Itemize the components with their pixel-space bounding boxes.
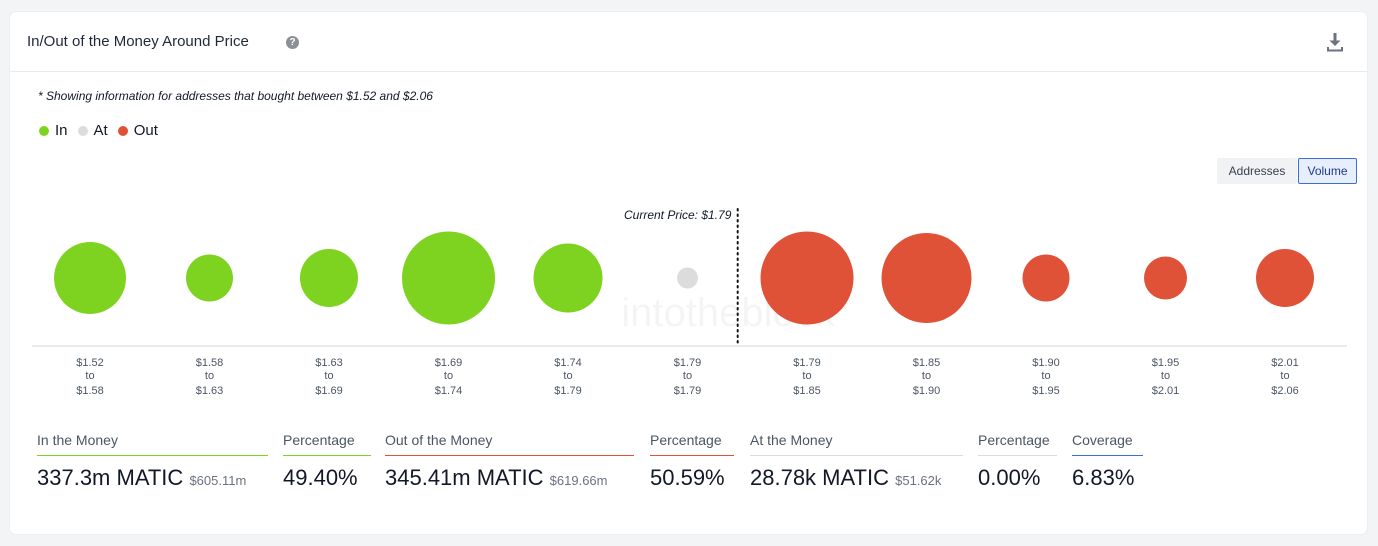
- stat-out-of-the-money-amount: 345.41m MATIC: [385, 465, 544, 490]
- stat-out-of-the-money-label: Out of the Money: [385, 432, 493, 448]
- legend-label-out: Out: [133, 122, 158, 139]
- tick-label-to-word: to: [683, 370, 692, 382]
- stat-out-of-the-money-value: 345.41m MATIC $619.66m: [385, 465, 634, 491]
- tick-label-from: $1.58: [196, 357, 224, 369]
- legend-label-at: At: [93, 122, 108, 139]
- tick-label-from: $1.79: [793, 357, 821, 369]
- tick-label-to-word: to: [802, 370, 811, 382]
- bubble-in: [533, 243, 603, 313]
- stat-out-percentage: Percentage 50.59%: [650, 432, 734, 491]
- stat-at-the-money-line: [750, 455, 963, 456]
- tick-label-from: $1.90: [1032, 357, 1060, 369]
- stat-at-the-money-usd: $51.62k: [895, 473, 942, 488]
- stat-in-the-money-label: In the Money: [37, 432, 118, 448]
- tick-label-to-word: to: [1161, 370, 1170, 382]
- stat-coverage-value: 6.83%: [1072, 465, 1135, 490]
- tick-label-to-word: to: [324, 370, 333, 382]
- tick-label-from: $1.79: [674, 357, 702, 369]
- stat-in-percentage-line: [283, 455, 371, 456]
- tick-label-to-word: to: [922, 370, 931, 382]
- bubble-in: [54, 242, 126, 314]
- bubble-chart: intotheblock$1.52to$1.58$1.58to$1.63$1.6…: [32, 208, 1347, 397]
- stat-in-the-money-amount: 337.3m MATIC: [37, 465, 184, 490]
- stat-out-percentage-label: Percentage: [650, 432, 722, 448]
- stat-coverage-line: [1072, 455, 1143, 456]
- help-icon[interactable]: ?: [286, 36, 299, 49]
- tick-label-to-word: to: [205, 370, 214, 382]
- tick-label-to: $1.69: [315, 385, 343, 397]
- stat-at-the-money-value: 28.78k MATIC $51.62k: [750, 465, 963, 491]
- tick-label-from: $1.95: [1152, 357, 1180, 369]
- bubble-in: [300, 249, 358, 307]
- legend-dot-out: [117, 125, 128, 136]
- current-price-label: Current Price: $1.79: [624, 208, 732, 222]
- stats-row: In the Money 337.3m MATIC $605.11m Perce…: [10, 432, 1367, 512]
- stat-in-percentage: Percentage 49.40%: [283, 432, 371, 491]
- bubble-at: [677, 267, 698, 289]
- tick-label-to: $2.06: [1271, 385, 1299, 397]
- tick-label-from: $1.52: [76, 357, 104, 369]
- stat-at-percentage-label: Percentage: [978, 432, 1050, 448]
- range-note: * Showing information for addresses that…: [38, 89, 433, 103]
- tick-label-from: $1.63: [315, 357, 343, 369]
- addresses-toggle[interactable]: Addresses: [1217, 158, 1297, 184]
- tick-label-to-word: to: [1041, 370, 1050, 382]
- volume-toggle[interactable]: Volume: [1298, 158, 1357, 184]
- stat-at-percentage: Percentage 0.00%: [978, 432, 1057, 491]
- stat-in-the-money-line: [37, 455, 268, 456]
- tick-label-from: $1.69: [435, 357, 463, 369]
- stat-in-the-money-value: 337.3m MATIC $605.11m: [37, 465, 268, 491]
- bubble-in: [402, 231, 495, 325]
- tick-label-from: $1.85: [913, 357, 941, 369]
- stat-at-the-money-label: At the Money: [750, 432, 833, 448]
- tick-label-to: $1.74: [435, 385, 463, 397]
- stat-at-percentage-value: 0.00%: [978, 465, 1041, 490]
- stat-out-percentage-value: 50.59%: [650, 465, 725, 490]
- stat-out-of-the-money-line: [385, 455, 634, 456]
- legend-item-in[interactable]: In: [39, 122, 68, 139]
- bubble-out: [1144, 256, 1187, 300]
- iotm-card: In/Out of the Money Around Price ? * Sho…: [10, 12, 1367, 534]
- stat-in-the-money-usd: $605.11m: [189, 473, 247, 488]
- stat-coverage-label: Coverage: [1072, 432, 1133, 448]
- download-icon[interactable]: [1325, 31, 1345, 53]
- card-header: In/Out of the Money Around Price ?: [10, 12, 1367, 72]
- card-title: In/Out of the Money Around Price: [27, 33, 249, 50]
- bubble-out: [760, 231, 854, 325]
- tick-label-to: $1.79: [674, 385, 702, 397]
- legend-label-in: In: [55, 122, 68, 139]
- stat-in-the-money: In the Money 337.3m MATIC $605.11m: [37, 432, 268, 491]
- legend: In At Out: [39, 122, 168, 139]
- stat-at-the-money: At the Money 28.78k MATIC $51.62k: [750, 432, 963, 491]
- tick-label-to: $2.01: [1152, 385, 1180, 397]
- legend-item-out[interactable]: Out: [117, 122, 158, 139]
- tick-label-from: $2.01: [1271, 357, 1299, 369]
- tick-label-to: $1.79: [554, 385, 582, 397]
- bubble-out: [881, 233, 972, 323]
- stat-at-percentage-line: [978, 455, 1057, 456]
- tick-label-to: $1.95: [1032, 385, 1060, 397]
- stat-out-of-the-money-usd: $619.66m: [549, 473, 608, 488]
- legend-item-at[interactable]: At: [77, 122, 108, 139]
- tick-label-to: $1.58: [76, 385, 104, 397]
- stat-out-of-the-money: Out of the Money 345.41m MATIC $619.66m: [385, 432, 634, 491]
- tick-label-to: $1.85: [793, 385, 821, 397]
- bubble-out: [1256, 249, 1314, 307]
- tick-label-to-word: to: [444, 370, 453, 382]
- stat-at-the-money-amount: 28.78k MATIC: [750, 465, 889, 490]
- tick-label-to: $1.63: [196, 385, 224, 397]
- stat-in-percentage-value: 49.40%: [283, 465, 358, 490]
- bubble-in: [186, 254, 233, 302]
- stat-in-percentage-label: Percentage: [283, 432, 355, 448]
- stat-out-percentage-line: [650, 455, 734, 456]
- tick-label-to-word: to: [563, 370, 572, 382]
- tick-label-to: $1.90: [913, 385, 941, 397]
- tick-label-from: $1.74: [554, 357, 582, 369]
- bubble-out: [1022, 254, 1070, 302]
- legend-dot-in: [39, 125, 49, 136]
- legend-dot-at: [77, 125, 88, 136]
- tick-label-to-word: to: [85, 370, 94, 382]
- tick-label-to-word: to: [1280, 370, 1289, 382]
- stat-coverage: Coverage 6.83%: [1072, 432, 1143, 491]
